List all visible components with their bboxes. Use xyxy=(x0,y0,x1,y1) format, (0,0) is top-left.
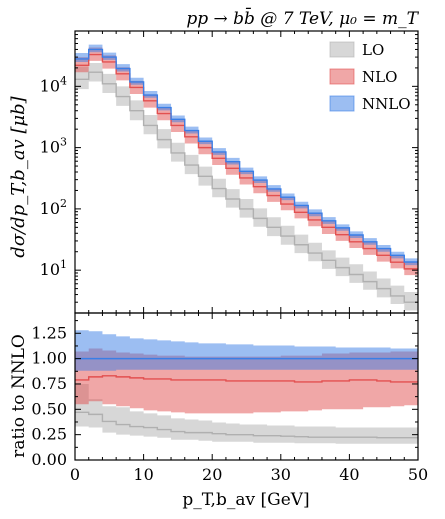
main-band-nlo xyxy=(75,47,418,276)
main-line-lo xyxy=(75,71,418,303)
main-bands xyxy=(75,44,418,311)
main-line-nlo xyxy=(75,53,418,270)
ratio-lines xyxy=(75,357,418,439)
main-lines xyxy=(75,48,418,303)
main-band-lo xyxy=(75,63,418,311)
y-tick-label: 0.50 xyxy=(31,399,67,418)
x-tick-label: 40 xyxy=(339,465,359,484)
legend-label-lo: LO xyxy=(362,41,384,59)
chart-title: pp → bb̄ @ 7 TeV, μ₀ = m_T xyxy=(186,6,419,29)
x-tick-label: 30 xyxy=(271,465,291,484)
axes: 0 10 20 30 40 50 101 102 103 104 0.00 0.25 0.50 0.75 1… xyxy=(31,30,428,484)
y-tick-label: 104 xyxy=(40,74,67,95)
y-tick-label: 102 xyxy=(40,197,67,218)
ratio-frame xyxy=(74,312,419,461)
legend-swatch-nnlo xyxy=(329,95,355,112)
ratio-y-axis-label: ratio to NNLO xyxy=(9,334,29,458)
ratio-band-lo xyxy=(75,383,418,444)
x-tick-label: 0 xyxy=(70,465,80,484)
ratio-line-nlo xyxy=(75,375,418,383)
y-tick-label: 1.25 xyxy=(31,323,67,342)
legend-label-nnlo: NNLO xyxy=(362,95,411,113)
main-y-axis-label: dσ/dp_T,b_av [μb] xyxy=(8,95,29,257)
legend-swatch-lo xyxy=(329,41,355,58)
ratio-band-nnlo xyxy=(75,330,418,371)
y-tick-label: 0.75 xyxy=(31,374,67,393)
legend-label-nlo: NLO xyxy=(362,68,397,86)
y-tick-label: 1.00 xyxy=(31,349,67,368)
y-tick-label: 103 xyxy=(40,136,67,157)
x-tick-label: 10 xyxy=(133,465,153,484)
x-tick-label: 50 xyxy=(408,465,428,484)
y-tick-label: 101 xyxy=(40,258,67,279)
ratio-line-lo xyxy=(75,411,418,439)
y-tick-label: 0.25 xyxy=(31,425,67,444)
main-line-nnlo xyxy=(75,48,418,263)
ratio-bands xyxy=(75,330,418,444)
x-tick-label: 20 xyxy=(202,465,222,484)
legend: LO NLO NNLO xyxy=(329,41,411,113)
y-tick-label: 0.00 xyxy=(31,450,67,469)
x-axis-label: p_T,b_av [GeV] xyxy=(182,490,309,510)
legend-swatch-nlo xyxy=(329,68,355,85)
